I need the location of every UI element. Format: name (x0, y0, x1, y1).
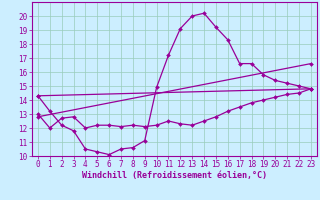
X-axis label: Windchill (Refroidissement éolien,°C): Windchill (Refroidissement éolien,°C) (82, 171, 267, 180)
